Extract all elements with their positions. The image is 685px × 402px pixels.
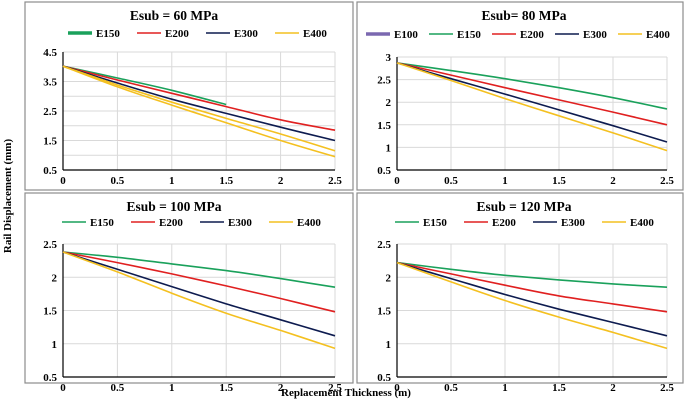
legend-label: E200: [520, 29, 544, 41]
legend-label: E400: [630, 217, 654, 229]
legend-label: E150: [457, 29, 481, 41]
x-tick-label: 2.5: [328, 175, 342, 187]
x-tick-label: 1.5: [552, 382, 566, 394]
x-tick-label: 0: [60, 382, 66, 394]
series-line-e300: [62, 251, 336, 337]
x-tick-label: 1: [502, 175, 508, 187]
series-line-e150: [62, 251, 336, 288]
x-tick-label: 2: [278, 382, 284, 394]
series-line-e400: [396, 62, 668, 152]
chart-title: Esub= 80 MPa: [482, 8, 567, 23]
x-axis-title: Replacement Thickness (m): [281, 387, 411, 399]
y-tick-label: 1.5: [43, 306, 57, 318]
y-tick-label: 1: [52, 339, 58, 351]
chart-title: Esub = 60 MPa: [130, 8, 219, 23]
y-tick-label: 4.5: [43, 47, 57, 59]
x-tick-label: 1.5: [219, 382, 233, 394]
legend-label: E100: [394, 29, 418, 41]
legend-label: E400: [646, 29, 670, 41]
x-tick-label: 2: [278, 175, 284, 187]
y-tick-label: 2.5: [43, 106, 57, 118]
x-tick-label: 2.5: [328, 382, 342, 394]
y-tick-label: 2: [52, 272, 58, 284]
x-tick-label: 1.5: [219, 175, 233, 187]
series-line-e150: [396, 62, 668, 110]
x-tick-label: 0.5: [111, 175, 125, 187]
x-tick-label: 2: [610, 382, 616, 394]
y-tick-label: 2: [386, 97, 392, 109]
y-tick-label: 0.5: [43, 165, 57, 177]
series-line-e400: [396, 261, 668, 350]
series-line-e200: [396, 62, 668, 126]
y-tick-label: 1: [386, 339, 392, 351]
x-tick-label: 1: [502, 382, 508, 394]
x-tick-label: 2.5: [660, 175, 674, 187]
x-tick-label: 0: [394, 175, 400, 187]
legend-label: E400: [297, 217, 321, 229]
panel-frame: [24, 192, 354, 384]
x-tick-label: 0.5: [444, 382, 458, 394]
x-tick-label: 0: [394, 382, 400, 394]
legend-label: E300: [561, 217, 585, 229]
legend-label: E150: [96, 28, 120, 40]
legend-label: E200: [492, 217, 516, 229]
y-tick-label: 1.5: [43, 136, 57, 148]
y-axis-title: Rail Displacement (mm): [2, 139, 14, 254]
x-tick-label: 1.5: [552, 175, 566, 187]
x-tick-label: 0.5: [444, 175, 458, 187]
y-tick-label: 1: [386, 142, 392, 154]
y-tick-label: 3: [386, 52, 392, 64]
series-line-e300: [62, 65, 336, 142]
x-tick-label: 0: [60, 175, 66, 187]
y-tick-label: 3.5: [43, 77, 57, 89]
x-tick-label: 1: [169, 382, 175, 394]
x-tick-label: 0.5: [111, 382, 125, 394]
legend-label: E200: [159, 217, 183, 229]
chart-title: Esub = 120 MPa: [476, 199, 571, 214]
y-tick-label: 1.5: [377, 306, 391, 318]
legend-label: E150: [90, 217, 114, 229]
x-tick-label: 2: [610, 175, 616, 187]
x-tick-label: 1: [169, 175, 175, 187]
series-line-e150: [62, 65, 227, 106]
series-line-e200: [62, 251, 336, 313]
series-line-unnamed: [62, 65, 336, 158]
legend-label: E300: [234, 28, 258, 40]
y-tick-label: 2.5: [377, 239, 391, 251]
y-tick-label: 2.5: [377, 75, 391, 87]
series-line-e150: [396, 261, 668, 288]
series-line-e400: [62, 65, 336, 152]
chart-title: Esub = 100 MPa: [126, 199, 221, 214]
series-line-e400: [62, 251, 336, 350]
y-tick-label: 1.5: [377, 120, 391, 132]
series-line-e300: [396, 62, 668, 143]
series-line-e200: [396, 261, 668, 313]
legend-label: E150: [423, 217, 447, 229]
y-tick-label: 0.5: [377, 372, 391, 384]
legend-label: E300: [583, 29, 607, 41]
y-tick-label: 2: [386, 272, 392, 284]
y-tick-label: 0.5: [377, 165, 391, 177]
legend-label: E300: [228, 217, 252, 229]
series-line-e200: [62, 65, 336, 131]
series-line-e300: [396, 261, 668, 337]
legend-label: E400: [303, 28, 327, 40]
x-tick-label: 2.5: [660, 382, 674, 394]
legend-label: E200: [165, 28, 189, 40]
y-tick-label: 0.5: [43, 372, 57, 384]
y-tick-label: 2.5: [43, 239, 57, 251]
